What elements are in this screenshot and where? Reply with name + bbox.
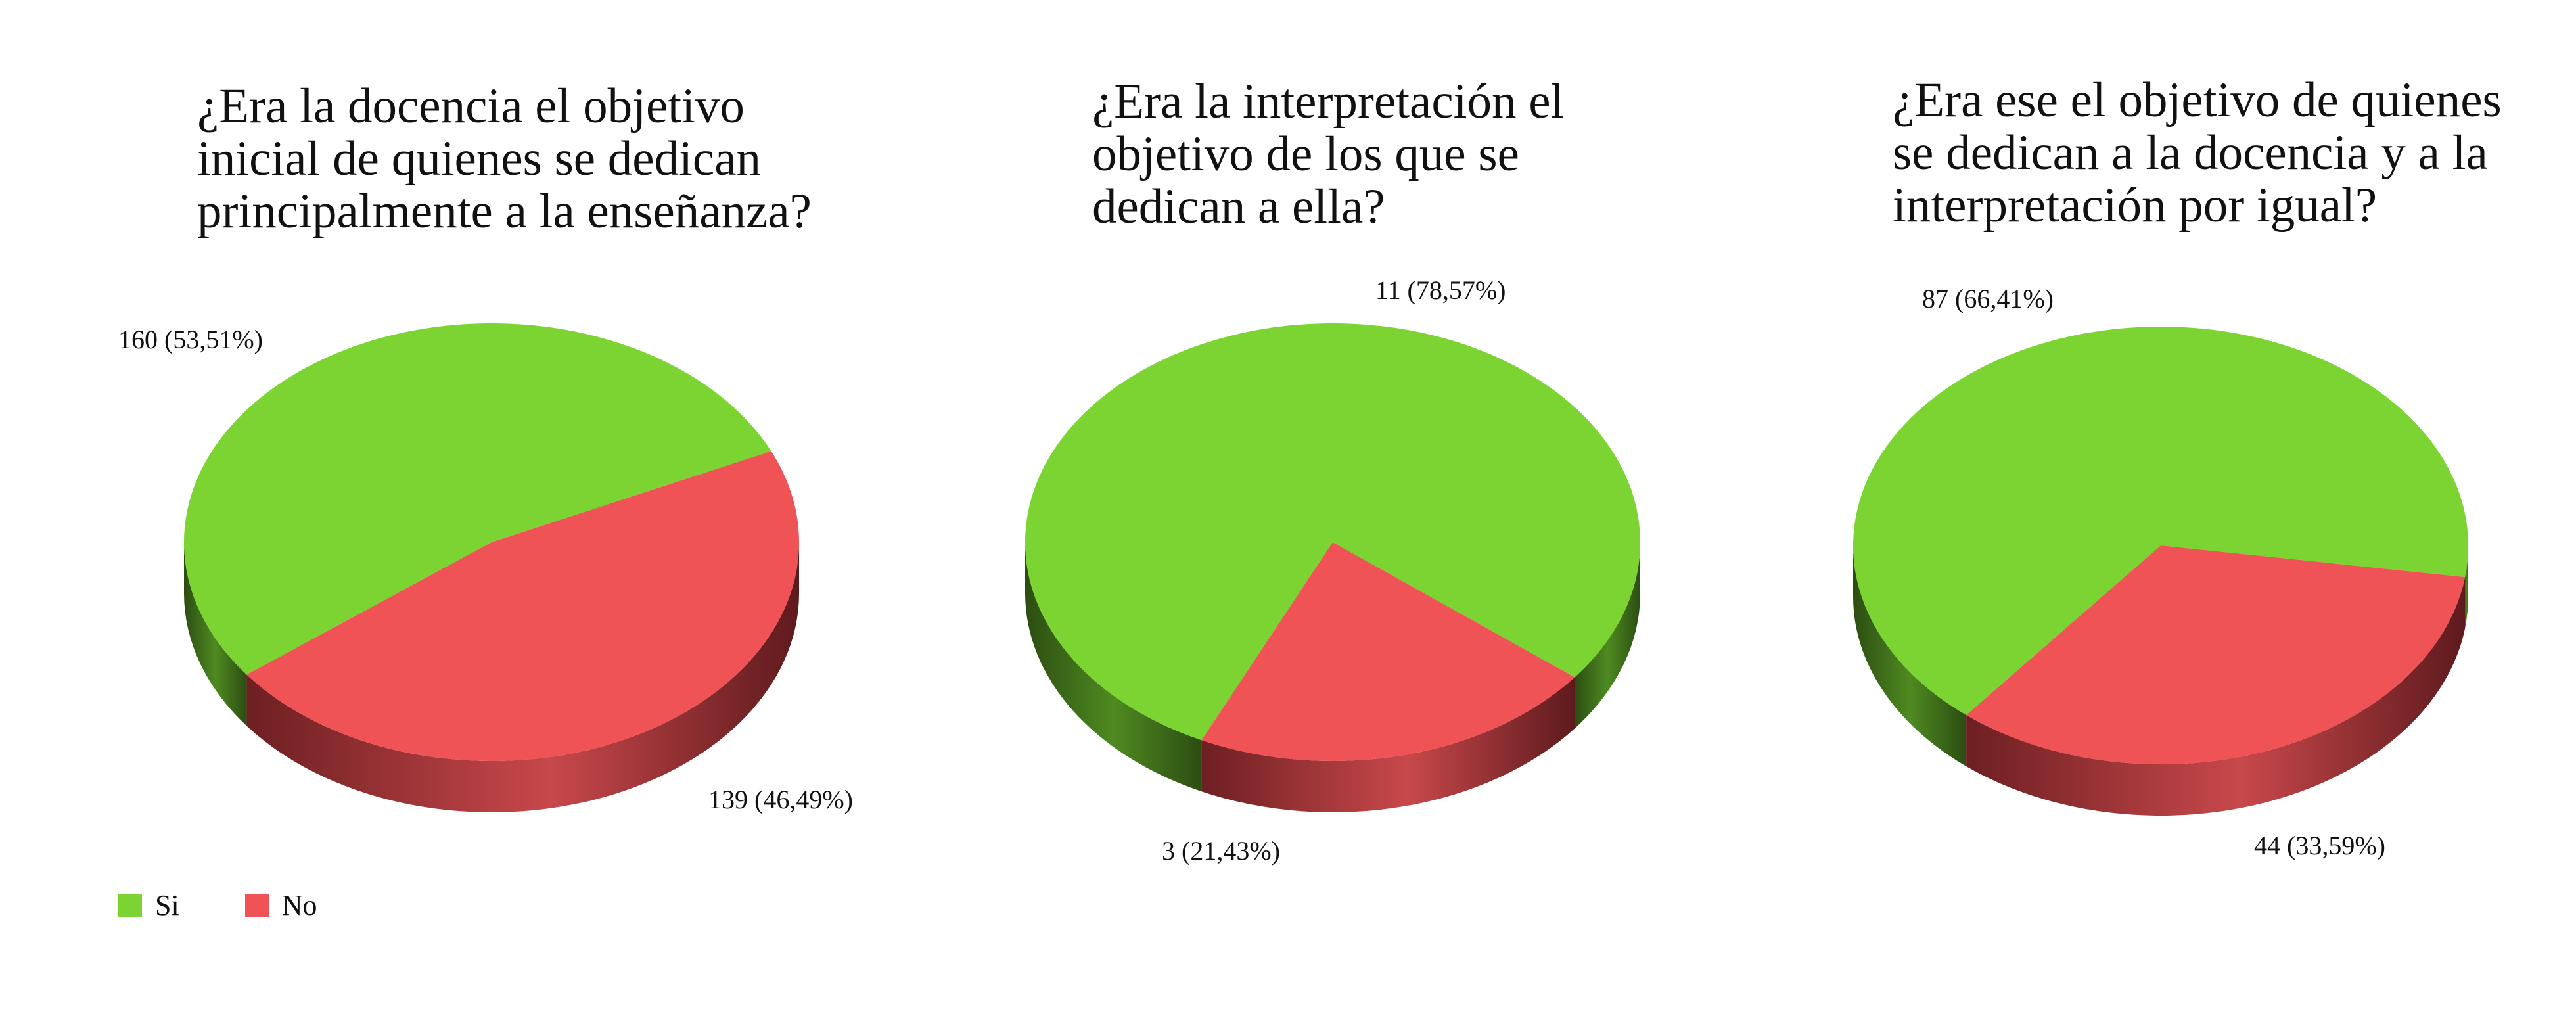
pie-2-label-si: 11 (78,57%) [1375,275,1506,305]
chart-title-ambos: ¿Era ese el objetivo de quienes se dedic… [1893,73,2502,233]
pie-1-label-no: 139 (46,49%) [708,785,853,814]
legend-item-si: Si [118,889,179,922]
pie-3-si-side [1853,545,1967,766]
pie-chart-3: 87 (66,41%) 44 (33,59%) [1853,284,2469,860]
pie-3-label-si: 87 (66,41%) [1922,284,2054,313]
pie-3-label-no: 44 (33,59%) [2254,831,2385,860]
pie-3-slice-no [1966,545,2466,764]
legend-swatch-si [118,893,142,917]
pie-3-no-side [1966,577,2466,816]
pie-chart-2: 11 (78,57%) 3 (21,43%) [1025,275,1640,866]
pie-2-si-side [1025,542,1202,792]
pie-1-no-side [246,542,799,812]
legend: Si No [118,889,382,922]
pie-3-si-side [2465,545,2468,629]
pie-1-label-si: 160 (53,51%) [118,325,263,354]
legend-swatch-no [244,893,269,917]
chart-title-docencia: ¿Era la docencia el objetivo inicial de … [197,79,812,239]
pie-chart-1: 160 (53,51%) 139 (46,49%) [118,323,853,814]
pie-1-slice-no [246,451,799,761]
chart-title-interpretacion: ¿Era la interpretación el objetivo de lo… [1092,74,1565,234]
pie-1-si-side [184,542,247,726]
legend-label-no: No [281,889,317,921]
pie-2-label-no: 3 (21,43%) [1162,836,1280,866]
pie-2-no-side [1201,677,1575,812]
legend-label-si: Si [155,889,179,921]
pie-2-slice-no [1201,542,1575,762]
pie-2-slice-si [1025,323,1640,741]
pie-2-si-side [1575,542,1640,729]
legend-item-no: No [244,889,317,922]
pie-3-slice-si [1853,327,2469,715]
pie-1-slice-si [183,323,771,675]
